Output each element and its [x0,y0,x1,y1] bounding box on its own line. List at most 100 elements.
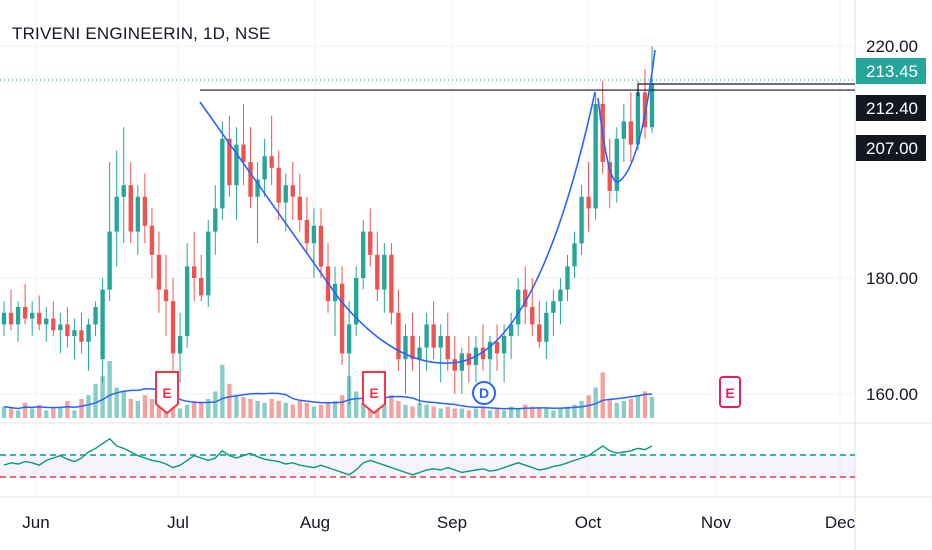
volume-bar [184,404,190,418]
volume-bar [234,395,239,418]
candle-body [283,185,288,203]
volume-bar [649,397,655,418]
volume-bar [262,402,267,418]
volume-bar [600,372,605,418]
volume-bar [213,391,218,418]
x-tick-label: Aug [300,513,330,532]
candle-body [220,138,225,209]
candle-body [586,196,591,209]
candle-body [445,336,450,360]
candle-body [621,121,627,139]
candle-body [72,330,77,336]
volume-bar [579,400,584,418]
candle-body [311,225,317,244]
candle-body [206,231,211,296]
volume-bar [635,395,641,418]
candle-body [114,196,119,232]
volume-bar [8,408,14,418]
candle-body [438,336,443,348]
candle-body [58,324,63,331]
candle-body [269,156,274,168]
volume-bar [22,402,28,418]
candle-body [128,185,133,232]
volume-bar [339,395,345,418]
candle-body [487,341,493,360]
volume-bar [248,399,253,418]
volume-bar [283,402,288,418]
candle-body [318,225,324,267]
candle-body [255,179,260,197]
volume-bar [565,406,570,418]
candle-body [241,144,246,162]
volume-bar [51,408,56,418]
volume-bar [544,408,549,418]
earnings-marker [155,371,179,415]
volume-bar [79,399,84,418]
volume-bar [382,402,387,418]
candle-body [551,301,556,313]
candle-body [339,283,345,354]
candle-body [635,92,641,145]
volume-bar [65,400,70,418]
volume-bar [72,410,77,418]
candle-body [346,324,352,354]
candle-body [191,266,197,278]
volume-bar [417,402,422,418]
price-tag-label: 213.45 [866,62,918,81]
candle-body [8,312,14,325]
volume-bar [621,400,627,418]
volume-bar [86,395,91,418]
volume-bar [149,399,155,418]
volume-bar [480,406,486,418]
volume-bar [29,408,35,418]
volume-bar [361,402,366,418]
event-marker-label: E [162,385,171,401]
candle-body [304,220,310,244]
candle-body [297,196,303,220]
volume-bar [241,397,246,418]
candle-body [452,359,457,371]
y-tick-label: 180.00 [866,269,918,288]
volume-bar [276,400,281,418]
candle-body [501,336,507,354]
candle-body [410,336,415,360]
candle-body [170,301,176,354]
candle-body [93,307,98,325]
candle-body [558,289,563,302]
volume-bar [93,383,98,418]
volume-bar [452,408,457,418]
candle-body [607,162,612,191]
candle-body [86,324,91,342]
candle-body [628,121,634,145]
candle-body [22,307,28,319]
volume-bar [255,400,260,418]
volume-bar [572,404,577,418]
cup-curve [199,91,596,364]
volume-bar [607,399,612,418]
volume-bar [501,410,507,418]
volume-bar [121,391,126,418]
volume-bar [156,402,162,418]
candle-body [163,289,169,302]
volume-bar [346,376,352,418]
volume-bar [438,408,443,418]
volume-bar [410,406,415,418]
candle-body [508,324,514,336]
candle-body [565,266,570,290]
volume-bar [297,400,303,418]
x-tick-label: Oct [575,513,602,532]
candle-body [572,243,577,267]
y-tick-label: 160.00 [866,385,918,404]
candle-body [614,138,619,191]
candle-body [537,324,542,342]
candle-body [79,330,84,342]
volume-bar [586,395,591,418]
volume-bar [628,399,634,418]
price-tag-label: 207.00 [866,139,918,158]
volume-bar [15,410,21,418]
volume-bar [128,399,133,418]
candle-body [368,231,373,255]
dividend-marker [472,381,496,405]
